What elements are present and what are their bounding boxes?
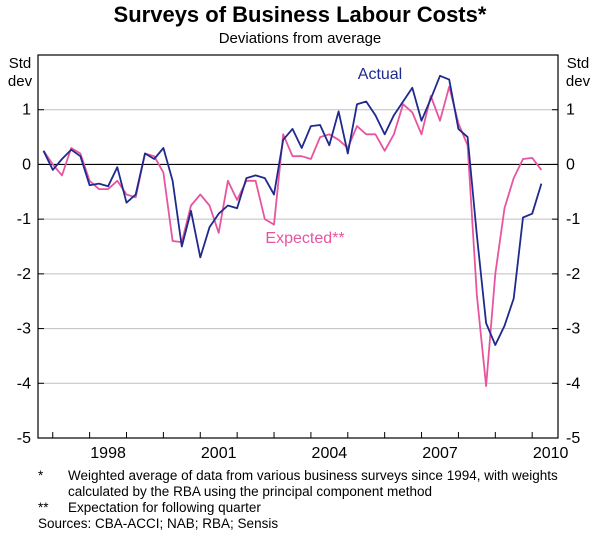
series-line-actual	[42, 74, 543, 346]
y-tick-label-left: -5	[17, 430, 31, 447]
y-tick-label-left: -1	[17, 211, 31, 228]
annotation-expected: Expected**	[265, 230, 344, 247]
x-tick-label: 2007	[422, 445, 458, 462]
y-tick-label-left: -4	[17, 375, 31, 392]
plot-frame	[37, 54, 559, 439]
y-tick-label-right: 1	[566, 102, 575, 119]
y-tick-label-right: -4	[566, 375, 580, 392]
footnote-2-mark: **	[38, 500, 49, 515]
footnote-1: * Weighted average of data from various …	[38, 468, 578, 500]
y-tick-label-left: -3	[17, 321, 31, 338]
y-tick-label-right: -1	[566, 211, 580, 228]
x-tick-labels: 1998 2001 2004 2007 2010	[90, 445, 568, 462]
y-tick-label-right: -3	[566, 321, 580, 338]
footnote-1-text: Weighted average of data from various bu…	[68, 468, 558, 499]
y-tick-label-left: -2	[17, 266, 31, 283]
y-tick-label-left: 1	[22, 102, 31, 119]
x-tick-label: 2004	[312, 445, 348, 462]
y-axis-label-right-line2: dev	[566, 73, 591, 90]
annotation-actual: Actual	[358, 66, 402, 83]
y-axis-label-left-line1: Std	[9, 55, 32, 72]
y-tick-label-right: -2	[566, 266, 580, 283]
y-tick-label-right: 0	[566, 156, 575, 173]
footnote-2: ** Expectation for following quarter	[38, 500, 578, 516]
series-lines	[42, 74, 543, 387]
axis-ticks	[38, 109, 558, 439]
y-tick-label-left: 0	[22, 156, 31, 173]
footnotes: * Weighted average of data from various …	[38, 468, 578, 532]
x-tick-label: 2001	[201, 445, 237, 462]
chart-title: Surveys of Business Labour Costs*	[113, 2, 487, 27]
chart-subtitle: Deviations from average	[218, 30, 382, 47]
sources: Sources: CBA-ACCI; NAB; RBA; Sensis	[38, 516, 279, 531]
x-tick-label: 1998	[90, 445, 126, 462]
footnote-1-mark: *	[38, 468, 44, 483]
y-tick-label-right: -5	[566, 430, 580, 447]
chart-svg: 1 1 0 0 -1 -1 -2 -2 -3 -3 -4 -4 -5 -5 1998 2001 2004 200…	[8, 54, 591, 462]
y-axis-label-right-line1: Std	[567, 55, 590, 72]
y-tick-labels: 1 1 0 0 -1 -1 -2 -2 -3 -3 -4 -4 -5 -5	[17, 102, 581, 447]
y-axis-label-left-line2: dev	[8, 73, 33, 90]
footnote-2-text: Expectation for following quarter	[68, 500, 261, 515]
x-tick-label: 2010	[533, 445, 569, 462]
series-line-expected	[42, 85, 543, 387]
